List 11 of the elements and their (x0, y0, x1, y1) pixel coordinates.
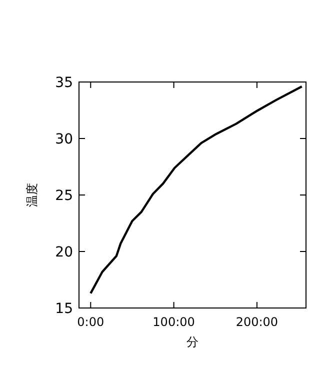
x-tick-label: 100:00 (152, 315, 195, 329)
y-tick-label: 25 (55, 188, 73, 204)
x-axis-title: 分 (186, 335, 198, 349)
y-axis-title: 温度 (25, 183, 39, 207)
x-tick-label: 0:00 (77, 315, 104, 329)
line-series (90, 85, 303, 294)
y-tick-label: 15 (55, 300, 73, 317)
y-tick-label: 30 (55, 131, 73, 148)
x-tick-label: 200:00 (236, 315, 278, 329)
y-tick-label: 20 (55, 244, 73, 260)
y-tick-label: 35 (55, 74, 73, 91)
